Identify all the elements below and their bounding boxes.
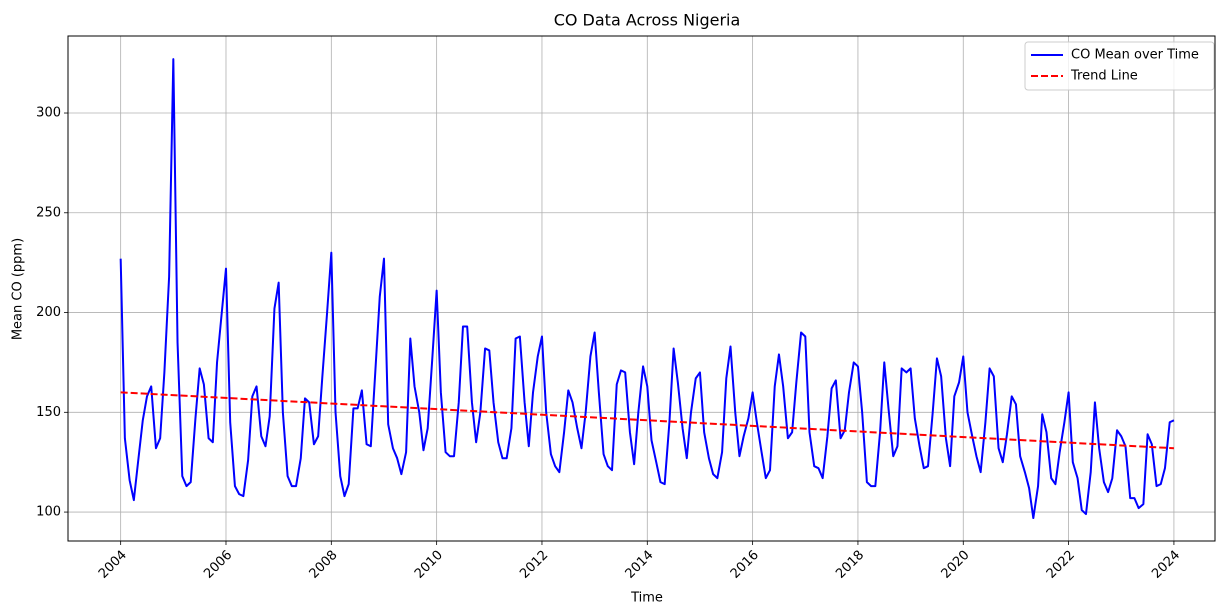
x-tick-label: 2006 [201,548,235,582]
y-axis-label: Mean CO (ppm) [11,238,26,340]
x-tick-label: 2016 [728,548,762,582]
x-axis-label: Time [630,591,663,604]
x-tick-label: 2008 [307,548,341,582]
axes-frame [67,35,1216,542]
data-line [119,58,1175,520]
data-line [120,391,1174,450]
x-tick-label: 2018 [833,548,867,582]
chart-title: CO Data Across Nigeria [554,11,741,30]
y-tick-label: 300 [36,106,61,121]
legend-label: Trend Line [1070,69,1138,84]
x-tick-label: 2014 [623,548,657,582]
x-tick-label: 2004 [96,548,130,582]
x-tick-label: 2024 [1149,548,1183,582]
x-tick-label: 2022 [1044,548,1078,582]
legend: CO Mean over Time Trend Line [1024,41,1215,91]
legend-label: CO Mean over Time [1071,48,1199,63]
legend-box [1024,41,1215,91]
x-tick-label: 2020 [939,548,973,582]
plot-area [119,58,1175,520]
grid [68,36,1215,541]
y-tick-label: 100 [36,505,61,520]
y-tick-label: 200 [36,305,61,320]
x-tick-label: 2012 [517,548,551,582]
x-tick-label: 2010 [412,548,446,582]
y-tick-label: 150 [36,405,61,420]
y-tick-label: 250 [36,205,61,220]
